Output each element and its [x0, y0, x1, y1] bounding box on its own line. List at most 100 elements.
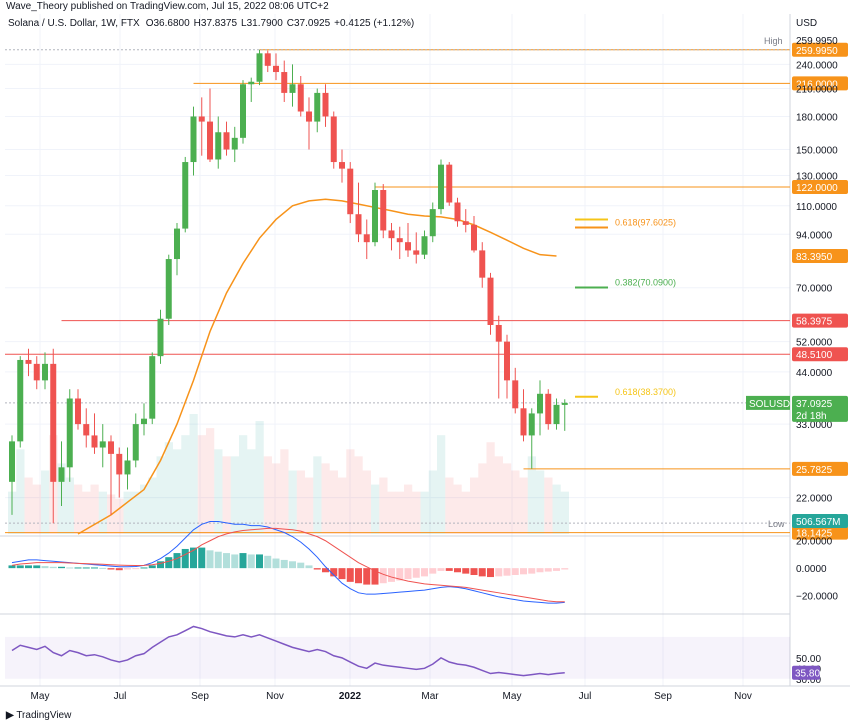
volume-bar: [296, 470, 305, 534]
candle-body: [454, 202, 461, 222]
candle-body: [520, 408, 527, 436]
price-tick: 130.0000: [796, 171, 838, 182]
volume-bar: [362, 470, 371, 534]
volume-bar: [486, 442, 495, 534]
fibonacci-levels: 0.618(97.6025) 0.382(70.0900) 0.618(38.370…: [575, 217, 676, 398]
macd-tick: 20.0000: [796, 537, 833, 548]
tradingview-logo-icon[interactable]: ▶: [6, 710, 14, 721]
volume-bar: [412, 491, 421, 534]
macd-histogram-bar: [322, 568, 329, 573]
volume-badge: [792, 514, 848, 528]
volume-bar: [98, 491, 107, 534]
macd-histogram-bar: [346, 568, 354, 582]
candle-body: [471, 224, 477, 251]
symbol-badge: [746, 395, 790, 410]
macd-histogram-bar: [544, 568, 552, 572]
candle-body: [157, 318, 164, 357]
candle-body: [17, 359, 24, 442]
macd-histogram-bar: [33, 565, 41, 569]
candle-body: [495, 324, 502, 342]
volume-bar: [461, 491, 470, 534]
price-chart[interactable]: 259.9950 216.0000 122.0000 58.3975 48.5100 25…: [0, 14, 850, 704]
volume-bar: [156, 456, 165, 534]
price-axis: 240.0000 210.0000 180.0000 150.0000 130.0000…: [746, 36, 848, 530]
macd-histogram-bar: [74, 567, 82, 569]
macd-histogram-bar: [132, 568, 140, 570]
macd-tick: 0.0000: [796, 564, 827, 575]
volume-bar: [404, 484, 413, 534]
price-tick: 22.0000: [796, 494, 833, 505]
candle-body: [396, 238, 403, 243]
candle-body: [504, 341, 510, 381]
macd-line: [11, 521, 565, 604]
x-tick-label: May: [31, 691, 50, 702]
volume-bar: [181, 435, 190, 534]
candle-body: [223, 132, 230, 150]
candle-body: [388, 230, 395, 239]
volume-bar: [123, 491, 132, 534]
volume-bar: [189, 414, 198, 534]
price-tick: 150.0000: [796, 146, 838, 157]
macd-histogram-bar: [247, 554, 255, 569]
volume-bar: [511, 470, 520, 534]
volume-bar: [140, 484, 149, 534]
candle-body: [528, 413, 535, 436]
volume-bar: [263, 456, 272, 534]
macd-histogram-bar: [58, 566, 65, 569]
macd-histogram-bar: [206, 550, 214, 569]
candle-body: [347, 168, 354, 215]
macd-histogram-bar: [470, 568, 478, 575]
macd-histogram-bar: [363, 568, 371, 585]
macd-histogram-bar: [214, 551, 222, 569]
volume-bar: [74, 484, 83, 534]
candle-body: [429, 209, 436, 237]
macd-histogram-bar: [49, 566, 57, 569]
rsi-band: [5, 636, 790, 679]
candle-body: [405, 242, 411, 251]
x-tick-label: Sep: [191, 691, 209, 702]
volume-bar: [536, 470, 545, 534]
candle-body: [372, 190, 378, 243]
candle-body: [281, 72, 288, 93]
macd-histogram-bar: [404, 568, 412, 580]
macd-histogram-bar: [82, 567, 90, 569]
candle-body: [537, 393, 543, 414]
macd-histogram-bar: [16, 565, 24, 569]
macd-histogram-bar: [355, 568, 362, 584]
ema-value: 83.3950: [796, 252, 833, 263]
price-tick: 33.0000: [796, 420, 833, 431]
volume-bar: [16, 449, 25, 534]
macd-histogram-bar: [148, 565, 156, 569]
macd-histogram-bar: [140, 567, 148, 569]
volume-bar: [420, 491, 429, 534]
candle-body: [256, 53, 263, 82]
volume-bar: [115, 498, 124, 534]
candle-body: [132, 424, 139, 461]
price-tick: 210.0000: [796, 85, 838, 96]
macd-histogram-bar: [511, 568, 519, 575]
candle-body: [116, 453, 123, 475]
candle-body: [149, 356, 156, 419]
low-label: Low: [768, 519, 785, 529]
rsi-line: [11, 625, 565, 677]
countdown: 2d 18h: [796, 411, 827, 422]
macd-histogram-bar: [280, 559, 288, 569]
volume-bar: [197, 435, 206, 534]
volume-bar: [379, 477, 388, 534]
volume-bar: [321, 463, 330, 534]
candle-body: [215, 132, 222, 160]
candle-body: [413, 250, 420, 255]
macd-histogram-bar: [412, 568, 420, 578]
publisher-header: Wave_Theory published on TradingView.com…: [0, 0, 850, 14]
level-label-support-18: 18.1425: [796, 529, 833, 540]
ema-path: [77, 198, 557, 535]
macd-histogram-bar: [223, 553, 230, 569]
rsi-last: 35.80: [795, 669, 820, 680]
volume-bar: [255, 421, 264, 534]
candle-body: [91, 435, 98, 448]
ema-badge: [792, 248, 848, 263]
volume-bar: [544, 477, 553, 534]
chart-title: Solana / U.S. Dollar, 1W, FTX: [8, 18, 140, 29]
fib-label-fib-0618-lower: 0.618(38.3700): [615, 387, 676, 397]
candle-body: [58, 467, 65, 482]
